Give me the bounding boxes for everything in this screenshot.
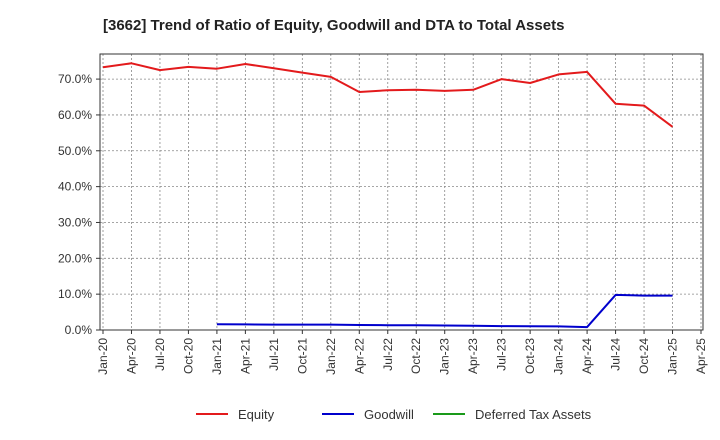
y-tick-label: 60.0% [58,108,92,122]
x-tick-label: Oct-20 [181,338,195,374]
x-tick-label: Jul-20 [153,338,167,371]
x-tick-label: Apr-24 [580,338,594,374]
plot-area [100,54,703,330]
x-tick-label: Apr-22 [352,338,366,374]
y-tick-label: 50.0% [58,144,92,158]
x-tick-label: Oct-21 [295,338,309,374]
y-tick-label: 10.0% [58,287,92,301]
y-tick-label: 20.0% [58,251,92,265]
legend: Equity Goodwill Deferred Tax Assets [196,407,592,422]
y-tick-label: 30.0% [58,215,92,229]
legend-label-deferred-tax-assets: Deferred Tax Assets [475,407,592,422]
x-tick-label: Jul-24 [609,338,623,371]
x-tick-label: Jan-20 [96,338,110,375]
x-tick-label: Apr-23 [466,338,480,374]
y-axis: 0.0% 10.0% 20.0% 30.0% 40.0% 50.0% 60.0% 70.0% [58,72,100,337]
plot-border [99,53,704,331]
x-tick-label: Jan-23 [438,338,452,375]
legend-label-equity: Equity [238,407,275,422]
chart-title: [3662] Trend of Ratio of Equity, Goodwil… [103,17,564,34]
x-tick-label: Oct-22 [409,338,423,374]
series-lines [102,62,674,329]
x-tick-label: Apr-21 [238,338,252,374]
x-tick-label: Jan-21 [210,338,224,375]
x-tick-label: Jan-22 [324,338,338,375]
x-tick-label: Jul-22 [381,338,395,371]
x-tick-label: Apr-25 [694,338,708,374]
x-tick-label: Jan-25 [666,338,680,375]
series-line-equity [102,62,674,128]
legend-label-goodwill: Goodwill [364,407,414,422]
x-tick-label: Oct-24 [637,338,651,374]
x-axis: Jan-20 Apr-20 Jul-20 Oct-20 Jan-21 Apr-21 Jul-… [96,330,708,375]
series-line-goodwill [216,293,673,329]
gridlines [100,54,703,331]
x-tick-label: Oct-23 [523,338,537,374]
x-tick-label: Apr-20 [124,338,138,374]
y-tick-label: 40.0% [58,180,92,194]
y-tick-label: 0.0% [65,323,93,337]
x-tick-label: Jul-21 [267,338,281,371]
x-tick-label: Jan-24 [552,338,566,375]
y-tick-label: 70.0% [58,72,92,86]
x-tick-label: Jul-23 [495,338,509,371]
